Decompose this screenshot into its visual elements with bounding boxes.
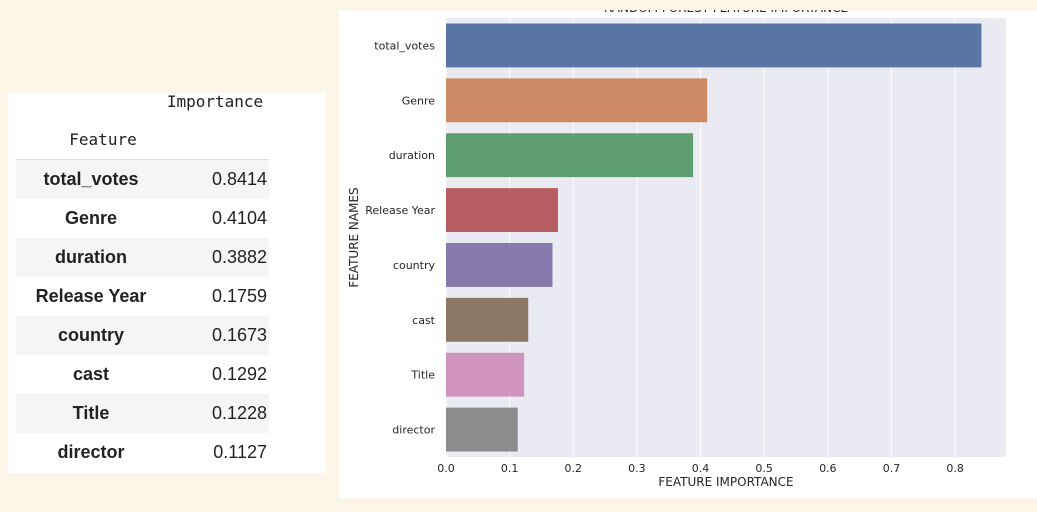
x-tick-label: 0.6 [819,462,837,475]
bar-genre [446,78,708,123]
row-feature-name: director [57,442,125,462]
row-importance-value: 0.1228 [211,403,267,423]
row-feature-name: country [57,325,124,345]
bar-duration [446,133,694,178]
bar-country [446,242,553,287]
index-header-feature: Feature [69,130,137,149]
row-feature-name: Release Year [35,286,147,306]
row-feature-name: Genre [64,208,118,228]
x-axis-label: FEATURE IMPORTANCE [658,475,793,489]
x-tick-label: 0.5 [755,462,773,475]
bar-cast [446,297,529,342]
x-tick-label: 0.4 [692,462,710,475]
x-tick-label: 0.3 [628,462,646,475]
y-tick-label: duration [389,149,435,162]
table-row: duration 0.3882 [16,238,269,277]
bar-release-year [446,188,558,233]
row-importance-value: 0.1127 [213,442,267,462]
table-row: director 0.1127 [16,433,269,472]
chart-title: RANDOM FOREST FEATURE IMPORTANCE [604,10,848,15]
table-row: Release Year 0.1759 [16,277,269,316]
x-tick-label: 0.1 [501,462,519,475]
column-header-importance: Importance [166,92,264,111]
row-feature-name: Title [72,403,110,423]
table-row: total_votes 0.8414 [16,160,269,199]
bar-total-votes [446,23,982,68]
y-tick-label: Title [410,369,435,382]
x-tick-label: 0.8 [946,462,964,475]
feature-importance-table: Importance Feature total_votes 0.8414 Genr… [8,93,326,473]
table-body: total_votes 0.8414 Genre 0.4104 duration 0.38… [16,159,269,472]
y-tick-label: cast [412,314,436,327]
table-row: cast 0.1292 [16,355,269,394]
table-row: Title 0.1228 [16,394,269,433]
y-tick-label: Genre [402,94,436,107]
row-importance-value: 0.1759 [211,286,267,306]
row-importance-value: 0.4104 [211,208,267,228]
y-tick-label: country [393,259,436,272]
y-tick-label: director [392,424,435,437]
y-tick-label: Release Year [365,204,435,217]
y-tick-label: total_votes [374,39,435,52]
chart-panel: RANDOM FOREST FEATURE IMPORTANCE 0.0 0.1 0.… [339,10,1037,498]
x-tick-label: 0.7 [883,462,901,475]
bar-director [446,407,518,452]
y-axis-label: FEATURE NAMES [347,187,361,287]
bar-title [446,352,525,397]
table-row: country 0.1673 [16,316,269,355]
row-importance-value: 0.8414 [211,169,267,189]
feature-importance-chart: RANDOM FOREST FEATURE IMPORTANCE 0.0 0.1 0.… [347,10,1006,489]
x-tick-label: 0.2 [565,462,583,475]
row-feature-name: duration [55,247,127,267]
row-importance-value: 0.1673 [211,325,267,345]
x-tick-label: 0.0 [437,462,455,475]
row-feature-name: total_votes [43,169,139,189]
row-importance-value: 0.3882 [211,247,267,267]
row-importance-value: 0.1292 [211,364,267,384]
row-feature-name: cast [72,364,110,384]
table-row: Genre 0.4104 [16,199,269,238]
